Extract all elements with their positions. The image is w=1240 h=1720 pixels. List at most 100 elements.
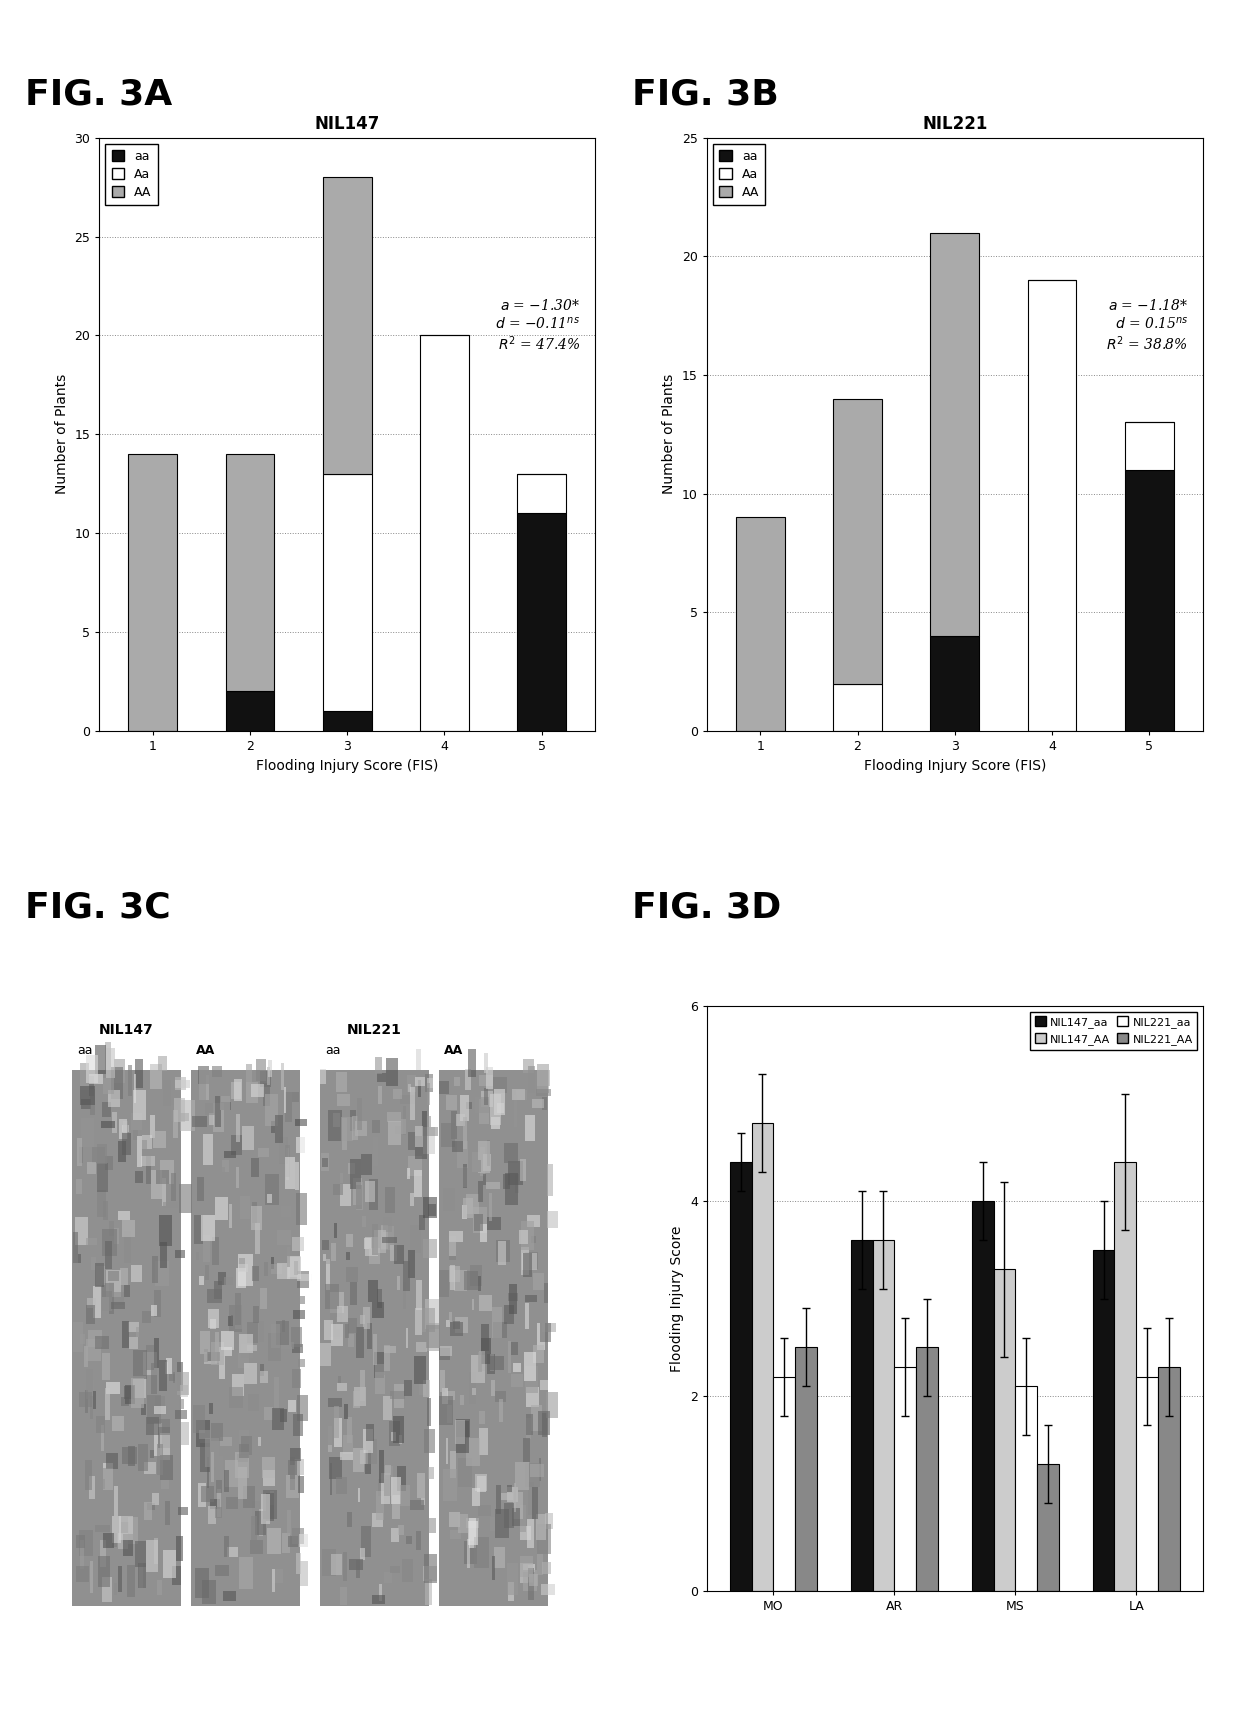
Bar [510, 1283, 517, 1314]
Bar [124, 1386, 134, 1398]
Bar [241, 1195, 249, 1219]
Bar [464, 1116, 466, 1149]
Bar [175, 1077, 186, 1090]
Bar [290, 1457, 295, 1479]
Bar [523, 1570, 537, 1591]
Bar [402, 1560, 413, 1582]
Bar [203, 1235, 211, 1262]
Bar [181, 1422, 190, 1445]
Bar [427, 1116, 432, 1127]
Bar [238, 1352, 249, 1367]
Bar [415, 1309, 422, 1335]
Bar [223, 1151, 236, 1158]
Bar [443, 1189, 455, 1211]
Bar [119, 1120, 126, 1139]
Bar [262, 1457, 275, 1477]
Bar [97, 1144, 107, 1164]
Bar [205, 1103, 216, 1115]
Bar [833, 683, 882, 731]
Text: aa: aa [325, 1044, 340, 1056]
Bar [103, 1533, 114, 1548]
Bar [523, 1254, 532, 1278]
Bar [78, 1254, 82, 1262]
Bar [223, 1591, 236, 1601]
Bar [226, 691, 274, 731]
Bar [100, 1120, 114, 1128]
Bar [191, 1070, 300, 1606]
Bar [490, 1094, 501, 1125]
Bar [329, 1398, 342, 1407]
Bar [356, 1182, 363, 1211]
Bar [1125, 470, 1173, 731]
Bar [299, 1534, 308, 1546]
Bar [102, 1577, 113, 1601]
Bar [89, 1562, 93, 1593]
Bar [526, 1417, 532, 1440]
Bar [373, 1333, 377, 1366]
Bar [112, 1533, 117, 1546]
Bar [334, 1407, 340, 1438]
Bar [134, 1075, 136, 1103]
Bar [403, 1283, 405, 1309]
Bar [460, 1096, 470, 1121]
Bar [1158, 1367, 1179, 1591]
Bar [215, 1197, 228, 1219]
Bar [103, 1228, 117, 1256]
Bar [417, 1531, 420, 1550]
Bar [108, 1271, 119, 1280]
Bar [236, 1166, 239, 1189]
Bar [291, 1527, 304, 1543]
Bar [449, 1237, 456, 1256]
Bar [103, 1078, 114, 1094]
Bar [460, 1395, 465, 1405]
Bar [440, 1371, 445, 1391]
Bar [139, 1563, 144, 1588]
Bar [370, 1247, 379, 1264]
Bar [326, 1259, 330, 1283]
Bar [236, 1452, 249, 1477]
Bar [527, 1519, 534, 1548]
Bar [486, 1066, 494, 1089]
Bar [118, 1565, 123, 1593]
Bar [440, 1123, 455, 1147]
Bar [247, 1323, 258, 1343]
Bar [331, 1244, 336, 1261]
Bar [334, 1330, 340, 1338]
Bar [264, 1262, 268, 1276]
Bar [324, 1319, 334, 1340]
Bar [472, 1207, 486, 1233]
Bar [472, 1488, 480, 1507]
Bar [246, 1082, 258, 1104]
Bar [383, 1216, 392, 1232]
Bar [513, 1493, 523, 1519]
Bar [737, 518, 785, 731]
Bar [383, 1345, 396, 1354]
Bar [362, 1307, 371, 1330]
Bar [356, 1328, 363, 1359]
Bar [74, 1216, 88, 1245]
Bar [383, 1395, 392, 1421]
Bar [298, 1271, 309, 1288]
Bar [476, 1476, 486, 1491]
Bar [475, 1214, 484, 1232]
Bar [528, 1483, 533, 1515]
Bar [321, 1154, 329, 1171]
Bar [544, 1283, 548, 1302]
Bar [281, 1342, 294, 1348]
Bar [212, 1066, 222, 1077]
Bar [156, 1443, 162, 1476]
Bar [226, 1460, 238, 1488]
Bar [280, 1409, 288, 1422]
Bar [228, 1305, 242, 1331]
Bar [525, 1464, 539, 1488]
Bar [288, 1460, 296, 1476]
Bar [321, 1158, 329, 1168]
Bar [511, 1342, 517, 1355]
Bar [469, 1519, 476, 1548]
Bar [477, 1140, 490, 1173]
Bar [467, 1049, 476, 1077]
Bar [161, 1481, 170, 1490]
Y-axis label: Number of Plants: Number of Plants [662, 375, 676, 494]
Bar [239, 1429, 249, 1459]
Bar [520, 1230, 528, 1244]
